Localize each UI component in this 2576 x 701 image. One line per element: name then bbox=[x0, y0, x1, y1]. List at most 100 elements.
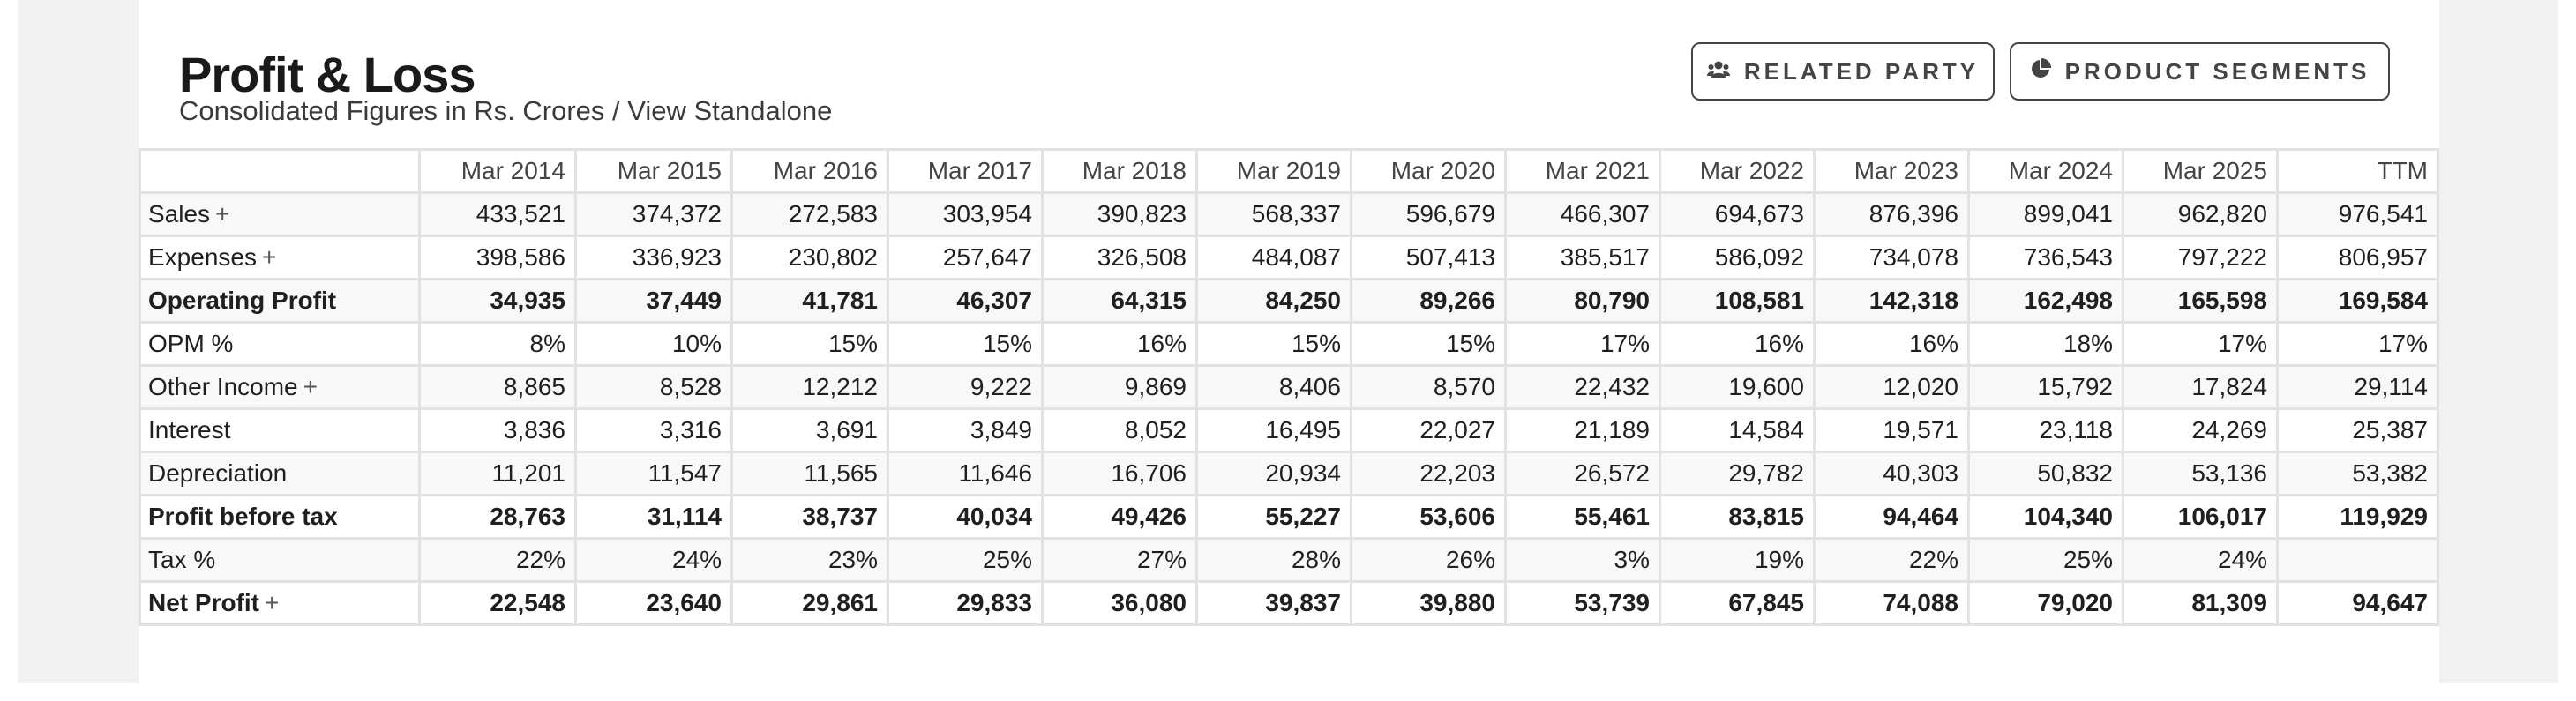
table-cell: 466,307 bbox=[1504, 191, 1661, 237]
table-cell: 142,318 bbox=[1813, 278, 1970, 324]
product-segments-button[interactable]: PRODUCT SEGMENTS bbox=[2010, 42, 2390, 101]
table-cell: 734,078 bbox=[1813, 235, 1970, 280]
table-row: Profit before tax 28,763 31,114 38,737 40,03… bbox=[139, 494, 2439, 540]
table-row: Interest 3,836 3,316 3,691 3,849 8,052 16,495 2… bbox=[139, 407, 2439, 453]
subtitle: Consolidated Figures in Rs. Crores / Vie… bbox=[179, 95, 832, 127]
table-cell: 40,034 bbox=[887, 494, 1044, 540]
row-label: Depreciation bbox=[139, 451, 421, 496]
table-cell: 16% bbox=[1813, 321, 1970, 367]
table-cell: 23,640 bbox=[574, 580, 733, 626]
table-cell: 596,679 bbox=[1350, 191, 1507, 237]
table-cell: 34,935 bbox=[418, 278, 577, 324]
table-cell: 257,647 bbox=[887, 235, 1044, 280]
table-cell: 89,266 bbox=[1350, 278, 1507, 324]
table-cell: 22% bbox=[1813, 537, 1970, 583]
table-cell: 15% bbox=[1195, 321, 1352, 367]
table-row: Operating Profit 34,935 37,449 41,781 46,307… bbox=[139, 278, 2439, 324]
table-cell: 81,309 bbox=[2122, 580, 2279, 626]
table-cell: 11,565 bbox=[730, 451, 889, 496]
table-cell: 8,052 bbox=[1041, 407, 1198, 453]
table-cell: 53,382 bbox=[2276, 451, 2439, 496]
row-label[interactable]: Net Profit + bbox=[139, 580, 421, 626]
table-cell: 3,316 bbox=[574, 407, 733, 453]
expand-plus-icon[interactable]: + bbox=[303, 373, 318, 400]
expand-plus-icon[interactable]: + bbox=[215, 200, 230, 227]
row-label: Profit before tax bbox=[139, 494, 421, 540]
table-cell: 586,092 bbox=[1659, 235, 1816, 280]
table-cell: 46,307 bbox=[887, 278, 1044, 324]
table-cell: 507,413 bbox=[1350, 235, 1507, 280]
table-cell: 326,508 bbox=[1041, 235, 1198, 280]
table-cell: 484,087 bbox=[1195, 235, 1352, 280]
column-header: Mar 2018 bbox=[1041, 148, 1198, 194]
table-cell: 24% bbox=[574, 537, 733, 583]
pie-chart-icon bbox=[2030, 57, 2051, 86]
table-cell: 3,849 bbox=[887, 407, 1044, 453]
row-label[interactable]: Expenses + bbox=[139, 235, 421, 280]
expand-plus-icon[interactable]: + bbox=[265, 589, 280, 616]
table-cell: 17% bbox=[2122, 321, 2279, 367]
table-cell: 22% bbox=[418, 537, 577, 583]
table-cell: 83,815 bbox=[1659, 494, 1816, 540]
column-header: Mar 2017 bbox=[887, 148, 1044, 194]
column-header-label bbox=[139, 148, 421, 194]
table-cell: 29,833 bbox=[887, 580, 1044, 626]
table-cell: 38,737 bbox=[730, 494, 889, 540]
table-cell: 67,845 bbox=[1659, 580, 1816, 626]
column-header: Mar 2025 bbox=[2122, 148, 2279, 194]
table-cell: 8,865 bbox=[418, 364, 577, 410]
table-cell: 53,136 bbox=[2122, 451, 2279, 496]
right-gutter bbox=[2439, 0, 2558, 683]
table-cell: 94,464 bbox=[1813, 494, 1970, 540]
table-cell: 398,586 bbox=[418, 235, 577, 280]
table-cell: 433,521 bbox=[418, 191, 577, 237]
table-cell: 568,337 bbox=[1195, 191, 1352, 237]
table-cell: 74,088 bbox=[1813, 580, 1970, 626]
table-cell: 37,449 bbox=[574, 278, 733, 324]
table-cell: 23% bbox=[730, 537, 889, 583]
table-row[interactable]: Expenses +398,586 336,923 230,802 257,647 326… bbox=[139, 235, 2439, 280]
users-icon bbox=[1706, 58, 1730, 86]
table-cell: 15% bbox=[1350, 321, 1507, 367]
table-cell: 55,461 bbox=[1504, 494, 1661, 540]
table-row[interactable]: Net Profit +22,548 23,640 29,861 29,833 36,08… bbox=[139, 580, 2439, 626]
table-cell: 3,691 bbox=[730, 407, 889, 453]
related-party-button[interactable]: RELATED PARTY bbox=[1691, 42, 1995, 101]
table-cell: 11,201 bbox=[418, 451, 577, 496]
table-cell: 962,820 bbox=[2122, 191, 2279, 237]
table-cell: 162,498 bbox=[1967, 278, 2124, 324]
table-cell: 3% bbox=[1504, 537, 1661, 583]
table-cell: 28% bbox=[1195, 537, 1352, 583]
column-header: Mar 2019 bbox=[1195, 148, 1352, 194]
column-header: Mar 2024 bbox=[1967, 148, 2124, 194]
table-row[interactable]: Sales +433,521 374,372 272,583 303,954 390,82… bbox=[139, 191, 2439, 237]
table-row[interactable]: Other Income +8,865 8,528 12,212 9,222 9,869 8… bbox=[139, 364, 2439, 410]
table-cell: 3,836 bbox=[418, 407, 577, 453]
related-party-label: RELATED PARTY bbox=[1743, 57, 1980, 85]
expand-plus-icon[interactable]: + bbox=[261, 243, 277, 271]
table-cell: 106,017 bbox=[2122, 494, 2279, 540]
table-cell: 119,929 bbox=[2276, 494, 2439, 540]
table-cell: 22,432 bbox=[1504, 364, 1661, 410]
table-cell: 797,222 bbox=[2122, 235, 2279, 280]
column-header: Mar 2014 bbox=[418, 148, 577, 194]
table-cell: 41,781 bbox=[730, 278, 889, 324]
table-cell: 15% bbox=[887, 321, 1044, 367]
table-cell: 40,303 bbox=[1813, 451, 1970, 496]
table-cell: 18% bbox=[1967, 321, 2124, 367]
profit-loss-table: Mar 2014 Mar 2015 Mar 2016 Mar 2017 Mar 2018… bbox=[139, 148, 2439, 626]
table-cell: 53,739 bbox=[1504, 580, 1661, 626]
table-cell: 19,600 bbox=[1659, 364, 1816, 410]
table-cell: 8,528 bbox=[574, 364, 733, 410]
table-cell: 22,203 bbox=[1350, 451, 1507, 496]
table-cell: 31,114 bbox=[574, 494, 733, 540]
row-label[interactable]: Sales + bbox=[139, 191, 421, 237]
row-label[interactable]: Other Income + bbox=[139, 364, 421, 410]
table-cell: 694,673 bbox=[1659, 191, 1816, 237]
view-standalone-link[interactable]: View Standalone bbox=[627, 95, 833, 126]
table-cell: 15,792 bbox=[1967, 364, 2124, 410]
table-cell: 16% bbox=[1041, 321, 1198, 367]
table-cell: 806,957 bbox=[2276, 235, 2439, 280]
table-cell: 17,824 bbox=[2122, 364, 2279, 410]
column-header: Mar 2016 bbox=[730, 148, 889, 194]
